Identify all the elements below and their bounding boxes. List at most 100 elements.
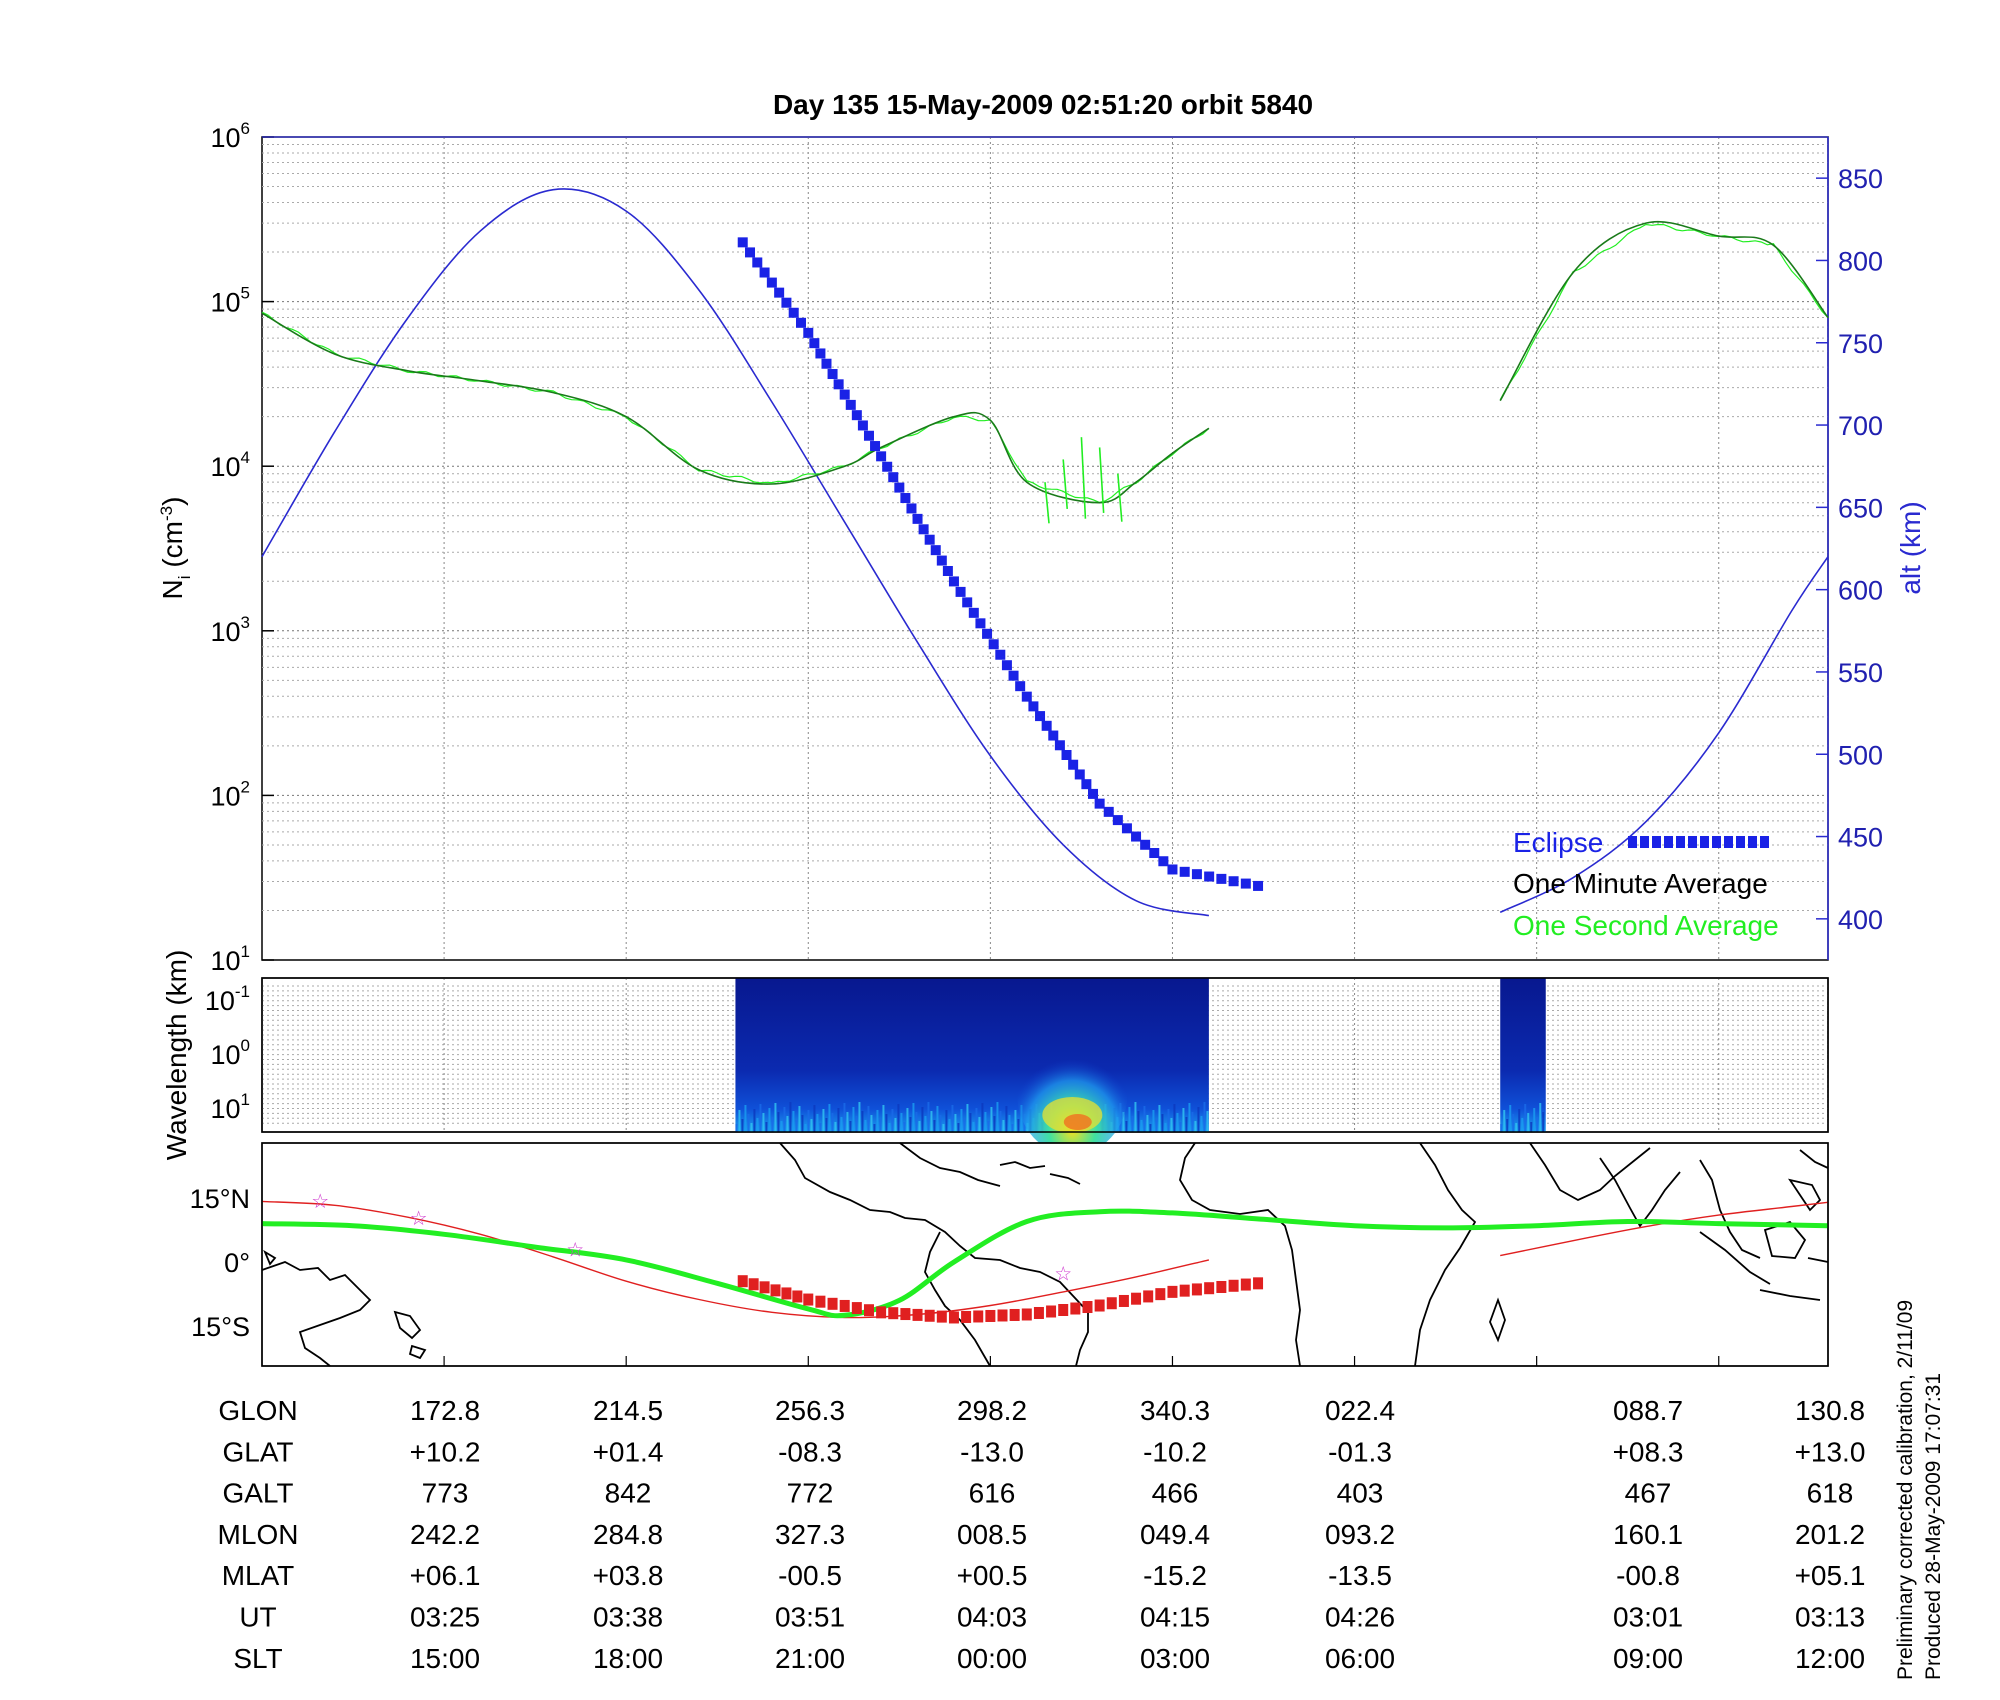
- map-eclipse-marker: [781, 1287, 792, 1300]
- eclipse-marker: [827, 369, 838, 380]
- legend-one-minute-label: One Minute Average: [1513, 868, 1768, 899]
- density-series: [261, 188, 1829, 917]
- eclipse-marker: [955, 586, 966, 597]
- eclipse-marker: [737, 237, 748, 248]
- spectrogram-streak: [1518, 1109, 1521, 1132]
- coastline-island-2: [408, 1344, 427, 1360]
- eclipse-marker: [936, 555, 947, 566]
- spectrogram-streak: [972, 1122, 975, 1132]
- eclipse-marker: [888, 472, 899, 483]
- density-ylabel: Ni (cm-3): [157, 497, 194, 600]
- table-cell: 06:00: [1325, 1643, 1395, 1674]
- map-eclipse-marker: [924, 1309, 935, 1322]
- table-cell: -15.2: [1143, 1560, 1207, 1591]
- spectrogram-streak: [1020, 1105, 1023, 1132]
- spectrogram-streak: [843, 1103, 846, 1132]
- spectrogram-streak: [945, 1110, 948, 1132]
- table-cell: +13.0: [1795, 1436, 1866, 1467]
- spectrogram-streak: [774, 1103, 777, 1132]
- spectrogram-streak: [1128, 1107, 1131, 1132]
- eclipse-marker: [1035, 711, 1046, 722]
- spectrogram-streak: [912, 1103, 915, 1132]
- spectrogram-streak: [789, 1102, 792, 1132]
- one-second-spike: [1062, 459, 1069, 510]
- map-eclipse-marker: [792, 1290, 803, 1303]
- table-cell: 03:25: [410, 1602, 480, 1633]
- eclipse-marker: [882, 461, 893, 472]
- eclipse-marker: [894, 482, 905, 493]
- spectrogram-streak: [981, 1103, 984, 1132]
- eclipse-marker: [988, 639, 999, 650]
- spectrogram-streak: [960, 1109, 963, 1132]
- map-eclipse-marker: [961, 1310, 972, 1323]
- map-eclipse-marker: [827, 1297, 838, 1310]
- eclipse-marker: [975, 618, 986, 629]
- magnetic-equator-line: [261, 1208, 1829, 1319]
- spectrogram-streak: [1122, 1112, 1125, 1132]
- eclipse-marker: [1167, 864, 1178, 875]
- altitude-tick-label: 850: [1838, 164, 1883, 194]
- table-cell: -01.3: [1328, 1436, 1392, 1467]
- eclipse-marker: [1054, 740, 1065, 751]
- map-eclipse-marker: [1228, 1279, 1239, 1292]
- spectrogram-streak: [846, 1112, 849, 1132]
- map-eclipse-marker: [912, 1308, 923, 1321]
- spectrogram-streak: [804, 1124, 807, 1132]
- eclipse-marker: [930, 545, 941, 556]
- spectrogram-streak: [861, 1111, 864, 1132]
- spectrogram-streak: [1188, 1103, 1191, 1132]
- spectrogram-streak: [1134, 1102, 1137, 1132]
- spectrogram-streak: [969, 1113, 972, 1132]
- eclipse-marker: [962, 597, 973, 608]
- spectrogram-streak: [738, 1110, 741, 1132]
- star-marker-icon: ☆: [410, 1206, 428, 1230]
- spectrogram-streak: [942, 1124, 945, 1132]
- spectrogram-tick-label: 100: [210, 1036, 250, 1070]
- spectrogram-streak: [1515, 1123, 1518, 1132]
- eclipse-marker: [1216, 873, 1227, 884]
- density-left-tick-label: 103: [210, 613, 250, 647]
- table-row-label: GLON: [218, 1395, 297, 1426]
- star-marker-icon: ☆: [311, 1189, 329, 1213]
- spectrogram-streak: [966, 1104, 969, 1132]
- spectrogram-streak: [915, 1112, 918, 1132]
- spectrogram-tick-label: 10-1: [205, 982, 250, 1016]
- spectrogram-streak: [867, 1106, 870, 1132]
- map-eclipse-marker: [948, 1311, 959, 1324]
- eclipse-marker: [968, 607, 979, 618]
- eclipse-marker: [851, 410, 862, 421]
- spectrogram-streak: [822, 1109, 825, 1132]
- legend: Eclipse One Minute Average One Second Av…: [1513, 827, 1779, 941]
- map-eclipse-marker: [1155, 1288, 1166, 1301]
- one-second-spike: [1098, 447, 1105, 513]
- coastline-caribbean-2: [1049, 1173, 1081, 1185]
- altitude-tick-label: 550: [1838, 658, 1883, 688]
- spectrogram-streak: [1185, 1117, 1188, 1132]
- spectrogram-streak: [903, 1122, 906, 1132]
- map-eclipse-marker: [863, 1304, 874, 1317]
- coastline-madagascar: [1489, 1297, 1506, 1343]
- eclipse-marker: [774, 287, 785, 298]
- density-left-tick-label: 104: [210, 448, 250, 482]
- spectrogram-streak: [810, 1119, 813, 1132]
- spectrogram-streak: [1137, 1111, 1140, 1132]
- map-eclipse-marker: [900, 1308, 911, 1321]
- altitude-tick-label: 700: [1838, 411, 1883, 441]
- spectrogram-streak: [1206, 1111, 1209, 1132]
- spectrogram-streak: [1527, 1113, 1530, 1132]
- density-plot-area: [261, 136, 1829, 961]
- spectrogram-streak: [1536, 1117, 1539, 1132]
- table-cell: 008.5: [957, 1519, 1027, 1550]
- spectrogram-data: [735, 978, 1546, 1155]
- table-cell: 842: [605, 1478, 652, 1509]
- map-grid: [443, 1356, 1720, 1366]
- spectrogram-streak: [1002, 1120, 1005, 1132]
- spectrogram-streak: [1176, 1113, 1179, 1132]
- spectrogram-tick-label: 101: [210, 1090, 250, 1124]
- map-ytick-label: 15°N: [190, 1184, 250, 1214]
- eclipse-marker: [1068, 759, 1079, 770]
- eclipse-marker: [995, 649, 1006, 660]
- map-eclipse-marker: [803, 1293, 814, 1306]
- eclipse-marker: [1121, 823, 1132, 834]
- eclipse-marker: [1048, 730, 1059, 741]
